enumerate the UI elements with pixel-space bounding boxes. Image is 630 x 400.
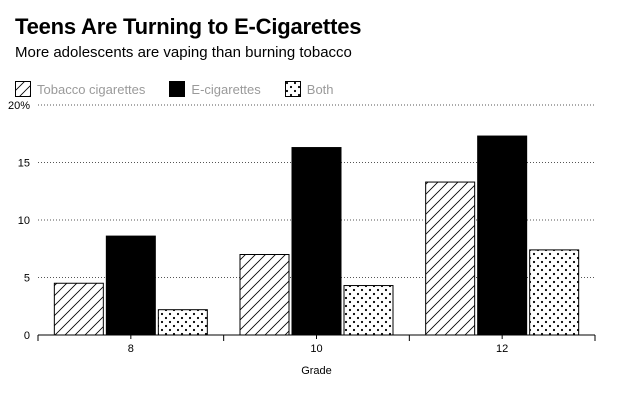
bar-dots-grade-10 <box>343 285 394 336</box>
bar-hatch-grade-12 <box>425 181 476 336</box>
legend-item-ecig: E-cigarettes <box>169 81 261 97</box>
legend-label-ecig: E-cigarettes <box>191 81 261 97</box>
bar-solid-grade-8 <box>105 235 156 336</box>
legend-label-tobacco: Tobacco cigarettes <box>37 81 146 97</box>
legend-swatch-solid <box>169 81 186 97</box>
legend-swatch-hatch <box>15 81 31 97</box>
bars <box>53 135 580 336</box>
x-tick-label-10: 10 <box>310 343 322 355</box>
legend-label-both: Both <box>306 81 334 97</box>
y-tick-label-20: 20% <box>8 100 30 112</box>
legend: Tobacco cigarettes E-cigarettes Both <box>15 80 358 98</box>
y-tick-label-15: 15 <box>18 158 30 170</box>
bar-solid-grade-12 <box>477 135 528 336</box>
bar-hatch-grade-8 <box>53 282 104 336</box>
legend-item-tobacco: Tobacco cigarettes <box>15 81 145 97</box>
y-tick-label-0: 0 <box>24 330 30 342</box>
chart-subtitle: More adolescents are vaping than burning… <box>15 44 352 61</box>
bar-hatch-grade-10 <box>239 254 290 336</box>
chart-title: Teens Are Turning to E-Cigarettes <box>15 14 362 39</box>
bar-solid-grade-10 <box>291 147 342 336</box>
y-tick-label-10: 10 <box>18 215 30 227</box>
x-tick-label-8: 8 <box>128 343 134 355</box>
bar-dots-grade-12 <box>529 249 580 336</box>
x-axis-label: Grade <box>301 365 332 377</box>
legend-swatch-dots <box>284 81 301 97</box>
bar-dots-grade-8 <box>157 309 208 336</box>
y-tick-label-5: 5 <box>24 273 30 285</box>
x-tick-label-12: 12 <box>496 343 508 355</box>
legend-item-both: Both <box>284 81 334 97</box>
axes: 0 5 10 15 20% 8 10 12 Grade <box>8 100 596 377</box>
